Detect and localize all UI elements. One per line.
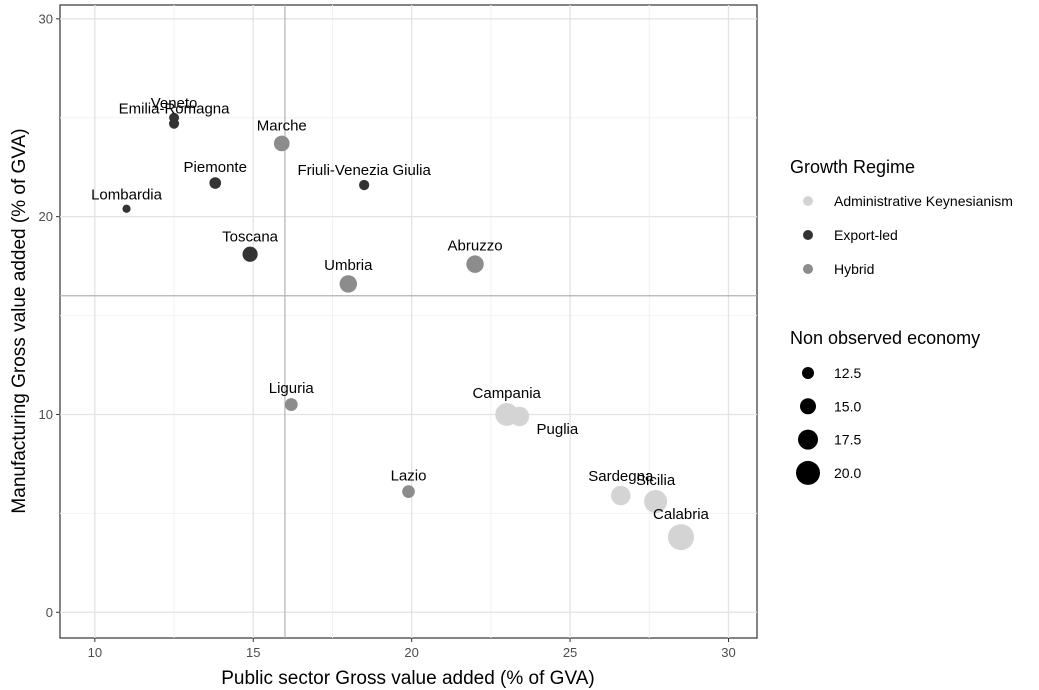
point-piemonte (209, 177, 222, 189)
point-label: Abruzzo (448, 237, 503, 254)
point-label: Sicilia (636, 472, 676, 489)
point-sicilia (644, 489, 668, 514)
point-label: Lombardia (91, 187, 163, 204)
point-label: Puglia (537, 421, 579, 438)
legend-size-key (800, 398, 816, 415)
y-tick-label: 20 (39, 209, 53, 224)
x-tick-label: 15 (246, 645, 260, 660)
point-sardegna (611, 485, 631, 506)
point-label: Friuli-Venezia Giulia (297, 162, 431, 179)
point-umbria (339, 275, 358, 293)
point-label: Emilia-Romagna (119, 101, 231, 118)
point-emilia-romagna (169, 118, 180, 129)
legend-size-label: 17.5 (834, 432, 861, 448)
point-label: Lazio (391, 467, 427, 484)
reference-lines (60, 5, 757, 638)
point-toscana (242, 246, 258, 262)
legend-size-key (798, 429, 818, 450)
points-layer (122, 112, 695, 551)
legend-color-key (803, 264, 813, 274)
x-tick-label: 25 (563, 645, 577, 660)
point-label: Marche (257, 118, 307, 135)
x-axis-title: Public sector Gross value added (% of GV… (221, 668, 594, 689)
x-tick-label: 10 (88, 645, 102, 660)
y-tick-label: 30 (39, 11, 53, 26)
legend-size-key (796, 460, 820, 485)
point-label: Toscana (222, 229, 279, 246)
point-lombardia (122, 204, 131, 213)
legend-size-label: 20.0 (834, 465, 861, 481)
point-label: Sardegna (588, 468, 654, 485)
point-liguria (284, 398, 298, 411)
point-lazio (402, 485, 415, 498)
point-label: Calabria (653, 506, 710, 523)
point-marche (273, 135, 290, 152)
y-tick-label: 10 (39, 407, 53, 422)
size-legend-title: Non observed economy (790, 328, 980, 348)
point-label: Piemonte (184, 159, 247, 176)
point-friuli-venezia-giulia (359, 179, 370, 191)
axes-layer: 10 15 20 25 30 0 10 20 30 (39, 11, 736, 660)
legend-color-key (803, 230, 813, 240)
grid-layer (60, 5, 757, 638)
point-abruzzo (466, 255, 484, 273)
size-legend: Non observed economy 12.5 15.0 17.5 20.0 (790, 328, 980, 485)
y-tick-label: 0 (46, 605, 53, 620)
y-axis-title: Manufacturing Gross value added (% of GV… (9, 128, 30, 513)
legend-color-label: Hybrid (834, 261, 874, 277)
point-puglia (509, 406, 530, 427)
legend-size-label: 15.0 (834, 398, 861, 414)
point-label: Umbria (324, 257, 373, 274)
point-label: Veneto (151, 95, 198, 112)
legend-color-label: Administrative Keynesianism (834, 193, 1013, 209)
color-legend: Growth Regime Administrative Keynesianis… (790, 157, 1013, 277)
x-tick-label: 20 (404, 645, 418, 660)
color-legend-title: Growth Regime (790, 157, 915, 177)
legend-color-label: Export-led (834, 227, 898, 243)
point-calabria (667, 524, 695, 551)
x-tick-label: 30 (721, 645, 735, 660)
legend-size-key (802, 367, 814, 379)
point-label: Campania (473, 385, 542, 402)
legend-color-key (803, 196, 813, 206)
legend-size-label: 12.5 (834, 365, 861, 381)
point-label: Liguria (269, 380, 315, 397)
plot-panel (59, 4, 758, 639)
